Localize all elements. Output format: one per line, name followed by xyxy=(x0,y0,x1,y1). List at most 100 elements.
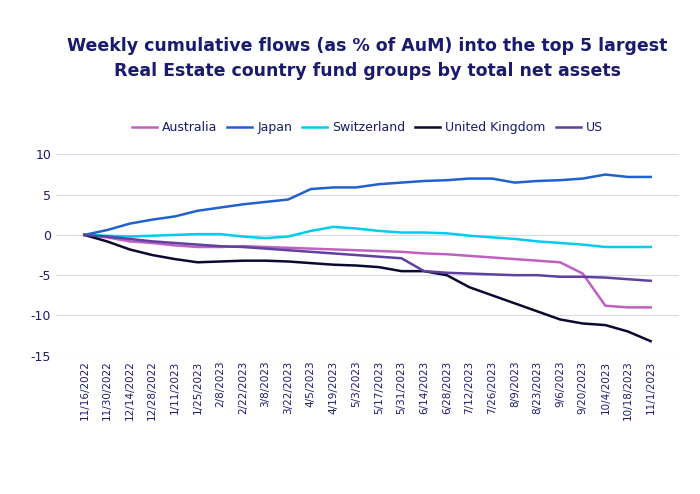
Australia xyxy=(442,251,451,257)
Switzerland xyxy=(398,230,406,236)
Australia xyxy=(420,250,428,256)
Japan xyxy=(374,181,383,187)
US xyxy=(216,243,225,249)
Australia xyxy=(398,249,406,255)
United Kingdom xyxy=(466,284,474,290)
United Kingdom xyxy=(239,258,247,264)
Switzerland xyxy=(125,234,134,240)
US xyxy=(329,250,337,256)
Switzerland xyxy=(374,228,383,234)
Switzerland xyxy=(601,244,610,250)
United Kingdom xyxy=(601,322,610,328)
Australia xyxy=(533,258,542,264)
US xyxy=(148,239,157,245)
Japan xyxy=(125,221,134,227)
Switzerland xyxy=(80,232,88,238)
Japan xyxy=(352,184,361,190)
US xyxy=(578,274,587,280)
Title: Weekly cumulative flows (as % of AuM) into the top 5 largest
Real Estate country: Weekly cumulative flows (as % of AuM) in… xyxy=(67,37,668,80)
Japan xyxy=(261,199,270,205)
Japan xyxy=(578,175,587,181)
Switzerland xyxy=(510,236,519,242)
Japan xyxy=(80,232,88,238)
Australia xyxy=(80,232,88,238)
United Kingdom xyxy=(398,268,406,274)
Australia xyxy=(624,304,632,310)
United Kingdom xyxy=(103,239,111,245)
Japan xyxy=(398,180,406,186)
Australia xyxy=(601,303,610,309)
Japan xyxy=(171,213,179,219)
Japan xyxy=(307,186,315,192)
United Kingdom xyxy=(171,256,179,262)
Japan xyxy=(239,202,247,207)
Australia xyxy=(329,247,337,252)
United Kingdom xyxy=(216,258,225,264)
Japan xyxy=(103,227,111,233)
United Kingdom xyxy=(148,252,157,258)
US xyxy=(647,278,655,284)
Australia xyxy=(239,243,247,249)
United Kingdom xyxy=(125,247,134,252)
United Kingdom xyxy=(556,317,564,323)
United Kingdom xyxy=(193,259,202,265)
Australia xyxy=(261,244,270,250)
US xyxy=(442,270,451,276)
Switzerland xyxy=(647,244,655,250)
Japan xyxy=(329,184,337,190)
Switzerland xyxy=(307,228,315,234)
US xyxy=(239,244,247,250)
Switzerland xyxy=(624,244,632,250)
Switzerland xyxy=(261,235,270,241)
US xyxy=(284,247,293,253)
United Kingdom xyxy=(420,268,428,274)
Australia xyxy=(148,240,157,246)
Japan xyxy=(601,171,610,177)
US xyxy=(398,255,406,261)
Japan xyxy=(647,174,655,180)
Switzerland xyxy=(556,240,564,246)
Australia xyxy=(578,271,587,277)
United Kingdom xyxy=(442,272,451,278)
United Kingdom xyxy=(307,260,315,266)
United Kingdom xyxy=(261,258,270,264)
Switzerland xyxy=(216,231,225,237)
Switzerland xyxy=(171,232,179,238)
Line: US: US xyxy=(84,235,651,281)
Australia xyxy=(125,239,134,245)
US xyxy=(488,271,496,277)
Australia xyxy=(193,244,202,250)
United Kingdom xyxy=(329,262,337,268)
Japan xyxy=(533,178,542,184)
United Kingdom xyxy=(374,264,383,270)
United Kingdom xyxy=(352,262,361,268)
Switzerland xyxy=(329,224,337,230)
Australia xyxy=(466,253,474,259)
United Kingdom xyxy=(488,292,496,298)
Legend: Australia, Japan, Switzerland, United Kingdom, US: Australia, Japan, Switzerland, United Ki… xyxy=(127,116,608,139)
US xyxy=(510,272,519,278)
Switzerland xyxy=(148,233,157,239)
Japan xyxy=(442,177,451,183)
US xyxy=(193,242,202,247)
US xyxy=(103,234,111,240)
Switzerland xyxy=(578,242,587,247)
US xyxy=(601,275,610,281)
Australia xyxy=(488,254,496,260)
US xyxy=(171,240,179,246)
Australia xyxy=(103,234,111,240)
Australia xyxy=(284,245,293,251)
Switzerland xyxy=(239,234,247,240)
United Kingdom xyxy=(510,300,519,306)
US xyxy=(420,268,428,274)
Switzerland xyxy=(193,231,202,237)
Switzerland xyxy=(284,234,293,240)
US xyxy=(80,232,88,238)
Switzerland xyxy=(103,233,111,239)
Japan xyxy=(193,208,202,214)
Japan xyxy=(556,177,564,183)
Australia xyxy=(171,243,179,248)
United Kingdom xyxy=(533,308,542,314)
Japan xyxy=(466,175,474,181)
Japan xyxy=(510,180,519,186)
